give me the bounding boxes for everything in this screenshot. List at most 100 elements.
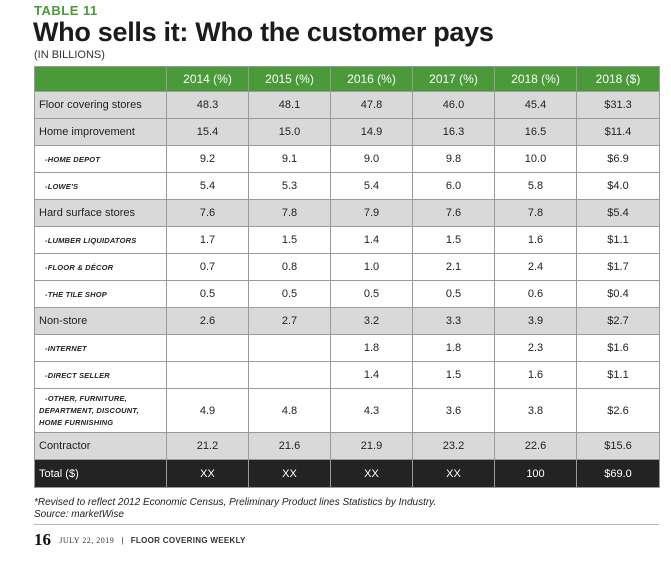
table-cell: $2.7 — [576, 307, 660, 335]
column-header: 2018 ($) — [576, 66, 660, 92]
table-cell: 5.8 — [494, 172, 577, 200]
row-label: -LUMBER LIQUIDATORS — [34, 226, 167, 254]
table-cell: 3.8 — [494, 388, 577, 433]
row-label: -DIRECT SELLER — [34, 361, 167, 389]
table-cell: 5.4 — [330, 172, 413, 200]
table-row: -LUMBER LIQUIDATORS 1.7 1.5 1.4 1.5 1.6 … — [34, 226, 660, 254]
table-cell: 9.2 — [166, 145, 249, 173]
table-cell: $4.0 — [576, 172, 660, 200]
table-cell: 0.5 — [166, 280, 249, 308]
column-header: 2017 (%) — [412, 66, 495, 92]
row-label-line: -OTHER, FURNITURE, — [45, 393, 127, 403]
row-label: Home improvement — [34, 118, 167, 146]
table-cell: 0.5 — [248, 280, 331, 308]
table-cell: 10.0 — [494, 145, 577, 173]
table-cell: 5.3 — [248, 172, 331, 200]
table-row: -THE TILE SHOP 0.5 0.5 0.5 0.5 0.6 $0.4 — [34, 280, 660, 308]
table-cell: 1.6 — [494, 361, 577, 389]
row-label: -LOWE'S — [34, 172, 167, 200]
table-cell: $69.0 — [576, 459, 660, 488]
column-header: 2015 (%) — [248, 66, 331, 92]
table-cell: 0.6 — [494, 280, 577, 308]
table-row: Floor covering stores 48.3 48.1 47.8 46.… — [34, 91, 660, 119]
row-label: Non-store — [34, 307, 167, 335]
table-cell: 48.1 — [248, 91, 331, 119]
table-cell: 7.8 — [248, 199, 331, 227]
table-cell: 9.1 — [248, 145, 331, 173]
table-cell: 1.4 — [330, 361, 413, 389]
table-cell: 1.4 — [330, 226, 413, 254]
footer-rule — [34, 524, 659, 525]
table-cell: 0.5 — [412, 280, 495, 308]
table-cell: $11.4 — [576, 118, 660, 146]
table-cell: 21.9 — [330, 432, 413, 460]
publication-name: FLOOR COVERING WEEKLY — [130, 536, 246, 545]
header-row: 2014 (%) 2015 (%) 2016 (%) 2017 (%) 2018… — [34, 66, 660, 92]
table-cell: XX — [412, 459, 495, 488]
table-cell: 0.8 — [248, 253, 331, 281]
table-cell: 1.5 — [412, 226, 495, 254]
table-cell: 15.0 — [248, 118, 331, 146]
issue-date: JULY 22, 2019 — [59, 536, 115, 545]
table-cell: $1.6 — [576, 334, 660, 362]
table-cell: 45.4 — [494, 91, 577, 119]
table-cell: $0.4 — [576, 280, 660, 308]
table-cell: 47.8 — [330, 91, 413, 119]
table-row: -OTHER, FURNITURE, DEPARTMENT, DISCOUNT,… — [34, 388, 660, 433]
row-label: -HOME DEPOT — [34, 145, 167, 173]
table-cell: XX — [330, 459, 413, 488]
table-cell: 7.6 — [166, 199, 249, 227]
footnote: *Revised to reflect 2012 Economic Census… — [34, 497, 436, 521]
table-cell: 21.2 — [166, 432, 249, 460]
table-cell: 1.7 — [166, 226, 249, 254]
table-cell: 1.5 — [412, 361, 495, 389]
table-cell: 1.6 — [494, 226, 577, 254]
table-cell — [166, 361, 249, 389]
total-row: Total ($) XX XX XX XX 100 $69.0 — [34, 459, 660, 488]
table-cell: 0.5 — [330, 280, 413, 308]
row-label: Floor covering stores — [34, 91, 167, 119]
data-table: 2014 (%) 2015 (%) 2016 (%) 2017 (%) 2018… — [34, 66, 660, 488]
table-cell — [248, 334, 331, 362]
table-cell: 1.8 — [412, 334, 495, 362]
table-cell — [166, 334, 249, 362]
table-cell: $15.6 — [576, 432, 660, 460]
table-cell: 48.3 — [166, 91, 249, 119]
table-row: -LOWE'S 5.4 5.3 5.4 6.0 5.8 $4.0 — [34, 172, 660, 200]
row-label: -THE TILE SHOP — [34, 280, 167, 308]
table-cell: 1.5 — [248, 226, 331, 254]
row-label-line: HOME FURNISHING — [39, 417, 114, 427]
table-cell: $1.1 — [576, 226, 660, 254]
table-cell: 4.8 — [248, 388, 331, 433]
table-cell: $31.3 — [576, 91, 660, 119]
table-cell: $2.6 — [576, 388, 660, 433]
table-cell: 16.3 — [412, 118, 495, 146]
row-label: -INTERNET — [34, 334, 167, 362]
row-label: Hard surface stores — [34, 199, 167, 227]
table-cell: 7.9 — [330, 199, 413, 227]
page-number: 16 — [34, 530, 51, 549]
table-cell: 7.6 — [412, 199, 495, 227]
column-header: 2018 (%) — [494, 66, 577, 92]
row-label: -FLOOR & DÉCOR — [34, 253, 167, 281]
table-cell: 3.3 — [412, 307, 495, 335]
table-row: -INTERNET 1.8 1.8 2.3 $1.6 — [34, 334, 660, 362]
table-cell: $5.4 — [576, 199, 660, 227]
table-cell: 15.4 — [166, 118, 249, 146]
table-cell: 1.0 — [330, 253, 413, 281]
table-cell: 3.9 — [494, 307, 577, 335]
footer-separator: | — [121, 536, 124, 545]
row-label: Contractor — [34, 432, 167, 460]
table-cell: 100 — [494, 459, 577, 488]
table-row: -DIRECT SELLER 1.4 1.5 1.6 $1.1 — [34, 361, 660, 389]
table-cell: $6.9 — [576, 145, 660, 173]
table-row: -HOME DEPOT 9.2 9.1 9.0 9.8 10.0 $6.9 — [34, 145, 660, 173]
table-cell: $1.7 — [576, 253, 660, 281]
table-row: Contractor 21.2 21.6 21.9 23.2 22.6 $15.… — [34, 432, 660, 460]
table-cell: 16.5 — [494, 118, 577, 146]
table-row: Non-store 2.6 2.7 3.2 3.3 3.9 $2.7 — [34, 307, 660, 335]
table-cell: 9.0 — [330, 145, 413, 173]
row-label-line: DEPARTMENT, DISCOUNT, — [39, 405, 139, 415]
table-cell: 14.9 — [330, 118, 413, 146]
table-cell: 7.8 — [494, 199, 577, 227]
